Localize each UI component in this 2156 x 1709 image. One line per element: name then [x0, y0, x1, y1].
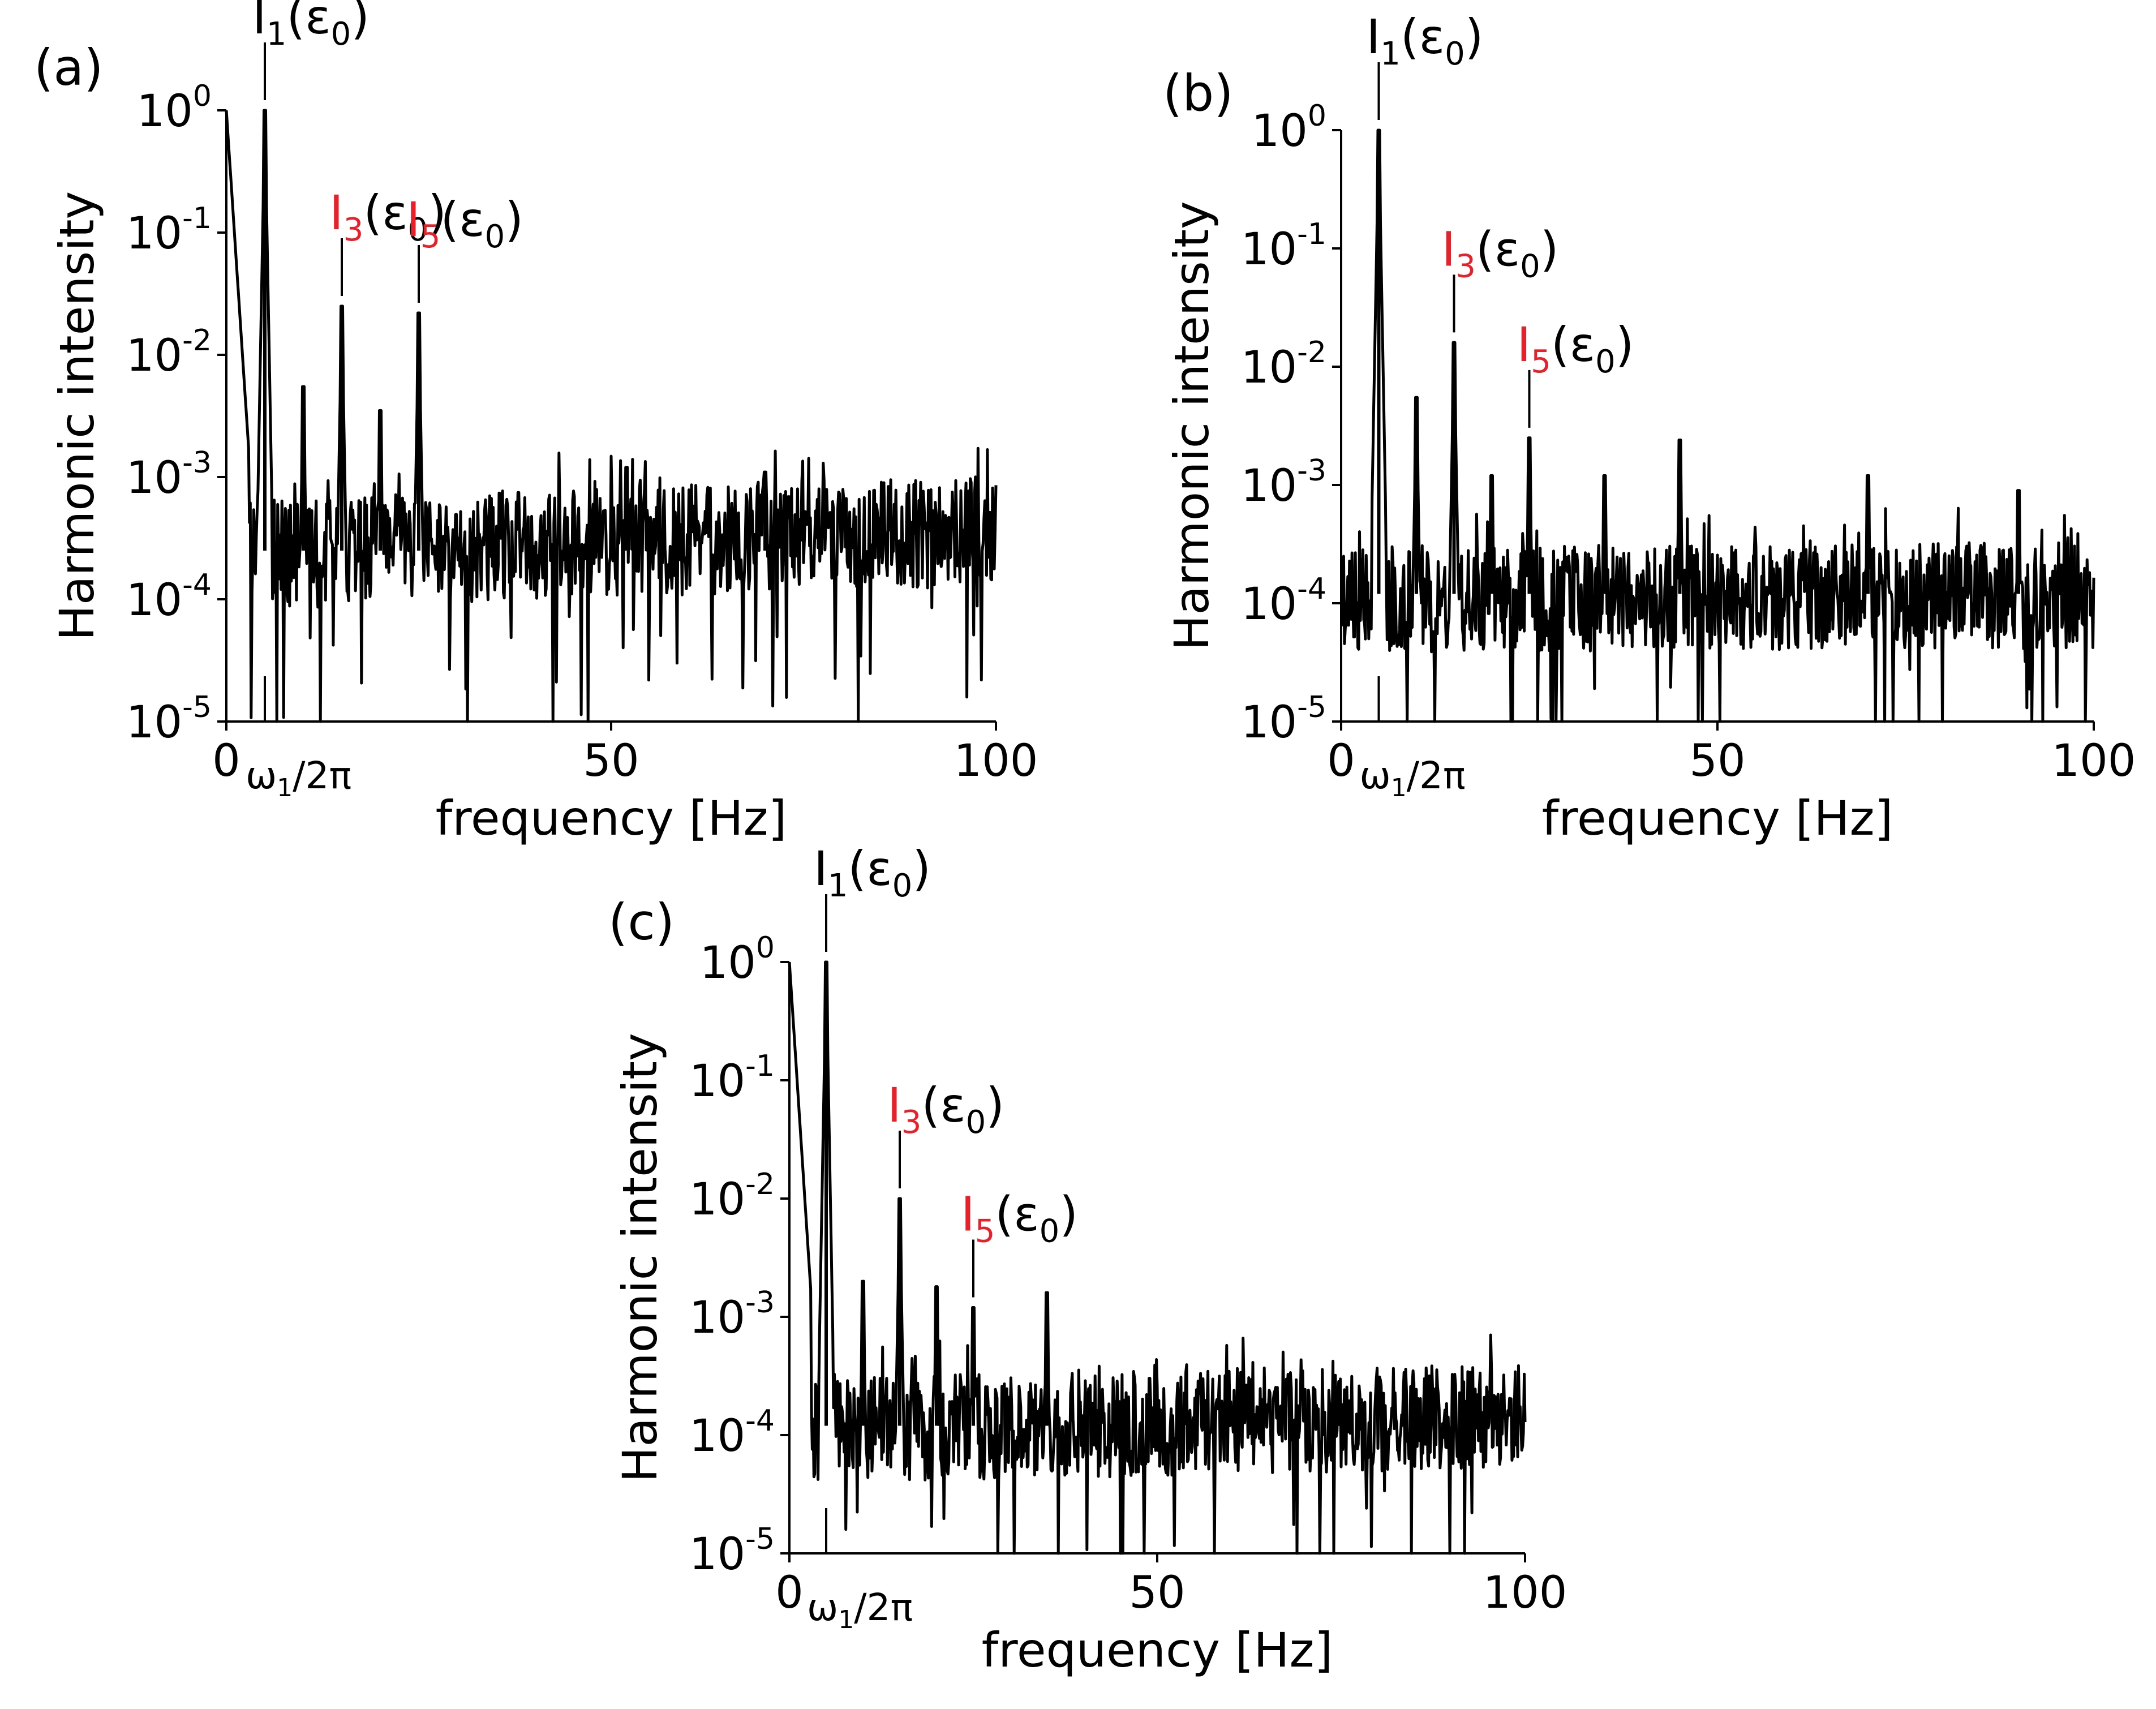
- chart-panel-a: (a) 100 10-1 10-2 10-3 10-4 10-50 50 100 ω1/2π fre…: [34, 0, 1038, 846]
- y-axis-title: Harmonic intensity: [612, 1033, 668, 1483]
- peak-annotation-5: I5(ε0): [406, 192, 523, 255]
- y-tick-label: 100: [137, 79, 212, 137]
- x-tick-label: 100: [2052, 736, 2136, 787]
- y-tick-label: 10-3: [1241, 454, 1326, 512]
- spectrum-line: [225, 109, 998, 723]
- x-tick-label: 50: [1129, 1568, 1185, 1618]
- x-axis-title: frequency [Hz]: [1542, 791, 1893, 846]
- peak-annotation-5: I5(ε0): [961, 1186, 1078, 1249]
- y-tick-label: 10-5: [126, 690, 212, 748]
- omega-tick-label: ω1/2π: [1360, 754, 1466, 802]
- peak-annotation-3: I3(ε0): [1442, 221, 1559, 285]
- y-tick-label: 10-2: [1241, 336, 1326, 393]
- y-axis-title: Harmonic intensity: [1164, 201, 1219, 651]
- peak-annotation-1: I1(ε0): [252, 0, 370, 53]
- x-tick-label: 0: [1327, 736, 1355, 787]
- x-tick-label: 0: [212, 736, 240, 787]
- omega-tick-label: ω1/2π: [807, 1586, 913, 1634]
- peak-annotation-3: I3(ε0): [887, 1077, 1004, 1141]
- y-tick-label: 100: [1252, 99, 1326, 157]
- y-tick-label: 10-1: [1241, 217, 1326, 275]
- y-tick-label: 100: [700, 931, 775, 989]
- y-tick-label: 10-1: [689, 1049, 775, 1107]
- peak-annotation-3: I3(ε0): [329, 185, 446, 248]
- peak-annotation-5: I5(ε0): [1517, 317, 1634, 380]
- peak-annotation-1: I1(ε0): [814, 841, 931, 904]
- y-tick-label: 10-5: [689, 1522, 775, 1580]
- y-tick-label: 10-3: [126, 446, 212, 504]
- chart-panel-b: (b) 100 10-1 10-2 10-3 10-4 10-50 50 100 ω1/2π fre…: [1163, 9, 2136, 846]
- spectrum-line: [788, 960, 1527, 1555]
- y-axis-title: Harmonic intensity: [49, 191, 105, 641]
- panel-label: (b): [1163, 64, 1234, 122]
- y-tick-label: 10-4: [126, 568, 212, 626]
- panel-label: (a): [34, 38, 104, 97]
- chart-panel-c: (c) 100 10-1 10-2 10-3 10-4 10-50 50 100 ω1/2π fre…: [608, 841, 1567, 1678]
- omega-tick-label: ω1/2π: [246, 754, 351, 802]
- x-tick-label: 50: [583, 736, 639, 787]
- y-tick-label: 10-1: [126, 201, 212, 259]
- x-tick-label: 100: [954, 736, 1038, 787]
- y-tick-label: 10-5: [1241, 690, 1326, 748]
- x-tick-label: 100: [1483, 1568, 1567, 1618]
- x-axis-title: frequency [Hz]: [982, 1622, 1333, 1678]
- spectrum-line: [1339, 128, 2095, 723]
- x-tick-label: 50: [1689, 736, 1745, 787]
- y-tick-label: 10-4: [1241, 572, 1326, 630]
- x-tick-label: 0: [775, 1568, 804, 1618]
- y-tick-label: 10-3: [689, 1286, 775, 1343]
- x-axis-title: frequency [Hz]: [436, 791, 787, 846]
- panel-label: (c): [608, 893, 675, 951]
- y-tick-label: 10-2: [126, 324, 212, 381]
- y-tick-label: 10-4: [689, 1404, 775, 1462]
- peak-annotation-1: I1(ε0): [1367, 9, 1484, 72]
- y-tick-label: 10-2: [689, 1167, 775, 1225]
